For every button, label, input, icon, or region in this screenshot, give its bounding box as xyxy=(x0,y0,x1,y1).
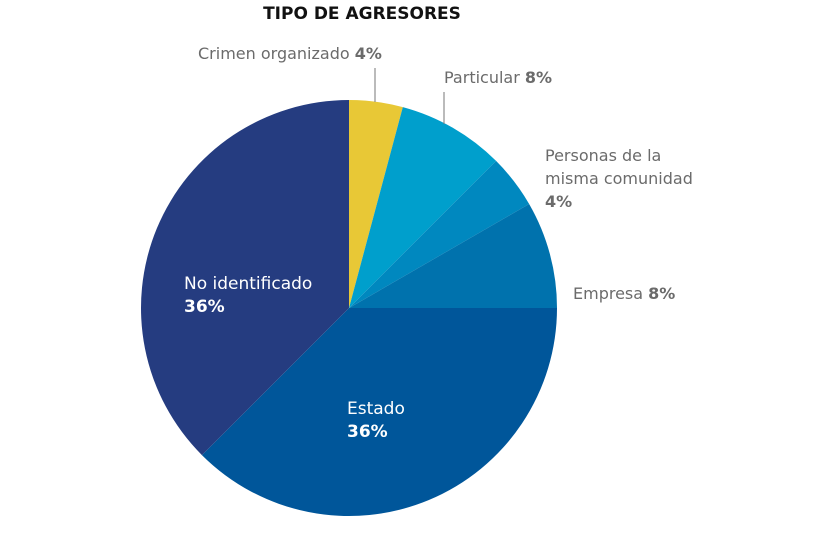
pie-slice-no-identificado xyxy=(141,100,349,456)
slice-label-personas-comunidad: Personas de la misma comunidad 4% xyxy=(545,146,693,211)
pie-slice-empresa xyxy=(349,204,557,308)
pie-slice-estado xyxy=(201,308,557,517)
chart-title: TIPO DE AGRESORES xyxy=(263,4,461,24)
pie-slice-particular xyxy=(349,107,497,308)
slice-label-no-identificado: No identificado 36% xyxy=(184,274,313,317)
slice-label-empresa: Empresa 8% xyxy=(573,284,676,303)
slice-label-crimen-organizado: Crimen organizado 4% xyxy=(198,44,382,63)
pie-slice-crimen-organizado xyxy=(349,100,403,308)
pie-slice-personas-de-la-misma-comunidad xyxy=(349,160,530,308)
slice-label-estado: Estado 36% xyxy=(347,399,405,442)
slice-label-particular: Particular 8% xyxy=(444,68,553,87)
